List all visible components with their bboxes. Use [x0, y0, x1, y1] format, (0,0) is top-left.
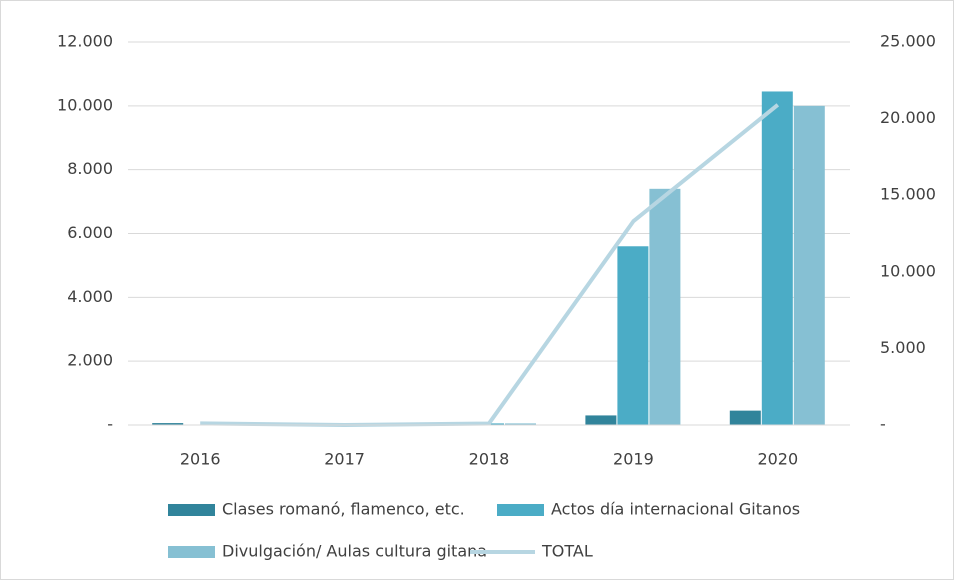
- bar: [585, 415, 617, 425]
- legend-label: TOTAL: [541, 542, 593, 561]
- line-series: [200, 103, 780, 427]
- legend-swatch: [497, 504, 544, 516]
- bar: [617, 246, 649, 425]
- y2-tick-label: 15.000: [880, 185, 936, 204]
- bar: [649, 188, 681, 425]
- y2-tick-label: 10.000: [880, 261, 936, 280]
- y2-tick-label: 5.000: [880, 338, 926, 357]
- x-tick-label: 2018: [469, 450, 510, 469]
- legend-swatch: [168, 504, 215, 516]
- bar: [729, 410, 761, 425]
- y-tick-label: 8.000: [67, 159, 113, 178]
- x-tick-label: 2017: [324, 450, 365, 469]
- legend-label: Clases romanó, flamenco, etc.: [222, 500, 465, 519]
- y-tick-label: 2.000: [67, 351, 113, 370]
- y2-tick-label: 20.000: [880, 108, 936, 127]
- y-tick-label: 10.000: [57, 95, 113, 114]
- bar: [152, 423, 184, 425]
- x-tick-label: 2019: [613, 450, 654, 469]
- y-tick-label: 4.000: [67, 287, 113, 306]
- bar: [761, 91, 793, 426]
- y-tick-label: 12.000: [57, 32, 113, 51]
- legend-label: Actos día internacional Gitanos: [551, 500, 800, 519]
- bar: [793, 105, 825, 425]
- legend-label: Divulgación/ Aulas cultura gitana: [222, 542, 487, 561]
- y-tick-label: 6.000: [67, 223, 113, 242]
- y2-tick-label: -: [880, 415, 886, 434]
- legend-swatch: [168, 546, 215, 558]
- bar: [505, 423, 536, 425]
- y-tick-label: -: [107, 415, 113, 434]
- y2-tick-label: 25.000: [880, 32, 936, 51]
- x-tick-label: 2020: [757, 450, 798, 469]
- x-tick-label: 2016: [180, 450, 221, 469]
